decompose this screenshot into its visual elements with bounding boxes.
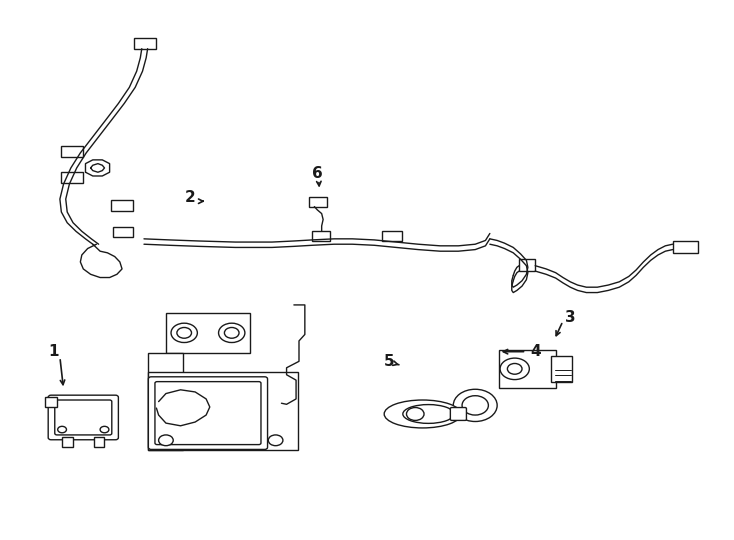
Circle shape	[462, 396, 488, 415]
Text: 4: 4	[530, 344, 540, 359]
Bar	[62, 172, 83, 183]
FancyBboxPatch shape	[155, 382, 261, 444]
Bar	[148, 353, 183, 450]
Bar	[166, 313, 250, 353]
Circle shape	[407, 408, 424, 421]
Circle shape	[454, 389, 497, 422]
Circle shape	[219, 323, 245, 342]
Bar	[111, 200, 133, 211]
FancyBboxPatch shape	[48, 395, 118, 440]
Circle shape	[507, 363, 522, 374]
Bar	[46, 397, 57, 407]
Bar	[312, 231, 330, 241]
Bar	[93, 436, 104, 447]
Bar	[519, 259, 535, 271]
Circle shape	[500, 358, 529, 380]
Bar	[308, 197, 327, 207]
FancyBboxPatch shape	[451, 408, 466, 421]
Circle shape	[171, 323, 197, 342]
Ellipse shape	[384, 400, 461, 428]
FancyBboxPatch shape	[148, 377, 268, 449]
Text: 6: 6	[312, 166, 323, 181]
Circle shape	[159, 435, 173, 446]
FancyBboxPatch shape	[55, 400, 112, 435]
FancyBboxPatch shape	[498, 349, 556, 388]
Circle shape	[177, 327, 192, 338]
Bar	[112, 227, 133, 237]
Circle shape	[225, 327, 239, 338]
Bar	[551, 356, 572, 382]
Bar	[148, 372, 297, 450]
Text: 5: 5	[384, 354, 394, 369]
Bar	[672, 241, 697, 253]
Text: 2: 2	[185, 190, 195, 205]
Circle shape	[269, 435, 283, 446]
Bar	[382, 231, 402, 241]
Text: 3: 3	[565, 310, 575, 325]
Circle shape	[100, 427, 109, 433]
Text: 1: 1	[48, 344, 59, 359]
Circle shape	[58, 427, 67, 433]
Bar	[134, 38, 156, 49]
Bar	[62, 436, 73, 447]
Ellipse shape	[403, 404, 454, 423]
Bar	[62, 146, 83, 157]
